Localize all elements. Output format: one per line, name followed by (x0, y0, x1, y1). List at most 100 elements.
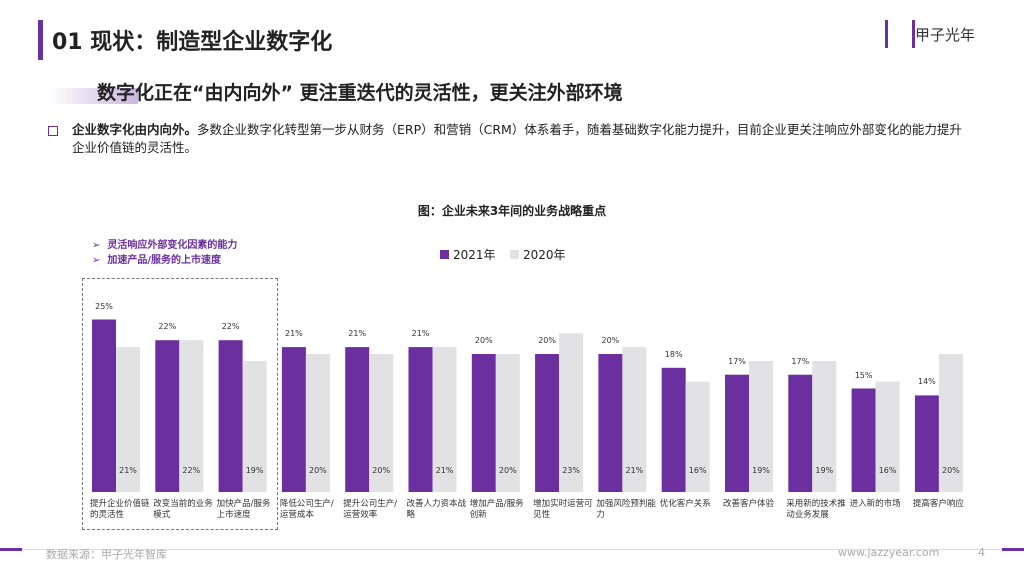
x-tick-label: 增加产品/服务创新 (469, 499, 524, 520)
value-label: 21% (411, 329, 430, 339)
x-tick-label: 增加实时运营可见性 (533, 499, 593, 520)
legend-label: 2020年 (523, 248, 566, 262)
x-tick-label: 提升企业价值链的灵活性 (90, 499, 150, 520)
logo-mark (885, 20, 915, 48)
bullet-lead: 企业数字化由内向外。 (72, 122, 198, 137)
bar (92, 319, 116, 492)
value-label: 15% (854, 370, 873, 380)
x-tick-label: 提高客户响应 (912, 499, 964, 509)
bar (788, 374, 813, 492)
headline: 数字化正在“由内向外” 更注重迭代的灵活性，更关注外部环境 (97, 82, 623, 104)
headline-band (48, 88, 138, 104)
legend-swatch (440, 250, 449, 259)
footer-accent (0, 548, 22, 551)
bar (116, 347, 140, 492)
x-tick-label: 进入新的市场 (849, 499, 901, 509)
x-tick-label: 降低公司生产/运营成本 (279, 499, 334, 520)
value-label: 21% (119, 466, 137, 475)
value-label: 16% (878, 466, 897, 475)
bar (305, 354, 330, 492)
bar (749, 360, 773, 492)
source: 数据来源：甲子光年智库 (46, 548, 167, 561)
value-label: 19% (815, 466, 834, 475)
bar (812, 360, 837, 492)
value-label: 18% (664, 349, 683, 359)
value-label: 22% (221, 322, 240, 332)
bullet-text: 企业数字化由内向外。多数企业数字化转型第一步从财务（ERP）和营销（CRM）体系… (72, 121, 972, 157)
value-label: 20% (498, 466, 517, 475)
page-number: 4 (978, 546, 985, 559)
bar (938, 354, 963, 492)
x-tick-label: 改善客户体验 (723, 499, 775, 509)
x-tick-label: 采用新的技术推动业务发展 (786, 499, 846, 520)
bar (408, 347, 433, 492)
chart-title: 图：企业未来3年间的业务战略重点 (417, 204, 607, 218)
bar (432, 347, 457, 492)
x-tick-label: 加强风险预判能力 (596, 499, 656, 520)
value-label: 21% (625, 466, 644, 475)
legend-swatch (510, 250, 519, 259)
bar (725, 374, 749, 492)
value-label: 22% (182, 466, 201, 475)
value-label: 19% (752, 466, 770, 475)
value-label: 22% (158, 322, 177, 332)
bar (685, 381, 710, 492)
value-label: 21% (348, 329, 367, 339)
bar (535, 354, 560, 492)
legend-item: 2020年 (510, 246, 566, 263)
value-label: 20% (538, 336, 556, 345)
logo: 甲子光年 (915, 26, 976, 44)
highlight-text: 灵活响应外部变化因素的能力 (107, 240, 238, 251)
bar (242, 360, 267, 492)
highlight-text: 加速产品/服务的上市速度 (107, 255, 221, 266)
bar (875, 381, 900, 492)
title-accent (38, 20, 43, 60)
bar (914, 395, 939, 492)
value-label: 20% (372, 466, 391, 475)
highlight: ➢ 加速产品/服务的上市速度 (92, 255, 221, 266)
x-tick-label: 加快产品/服务上市速度 (216, 499, 271, 520)
legend-label: 2021年 (453, 248, 496, 262)
value-label: 25% (95, 301, 113, 311)
footer-rule (22, 549, 1002, 550)
value-label: 21% (435, 466, 454, 475)
x-tick-label: 优化客户关系 (659, 499, 711, 509)
value-label: 14% (918, 377, 936, 387)
bar (851, 388, 876, 492)
bullet-body: 多数企业数字化转型第一步从财务（ERP）和营销（CRM）体系着手，随着基础数字化… (72, 122, 962, 155)
footer-accent (1002, 548, 1024, 551)
x-tick-label: 改变当前的业务模式 (153, 499, 213, 520)
value-label: 20% (942, 466, 960, 475)
value-label: 23% (562, 466, 580, 475)
bar (179, 340, 204, 492)
bar (155, 340, 180, 492)
bar (218, 340, 243, 492)
value-label: 20% (601, 336, 620, 345)
value-label: 20% (309, 466, 327, 475)
x-tick-label: 提升公司生产/运营效率 (343, 499, 398, 520)
bar (471, 354, 496, 492)
bullet-marker (48, 126, 58, 136)
legend-item: 2021年 (440, 246, 496, 263)
value-label: 17% (728, 356, 746, 366)
value-label: 17% (791, 356, 810, 366)
highlights: ➢ 灵活响应外部变化因素的能力 ➢ 加速产品/服务的上市速度 (92, 238, 237, 268)
x-tick-label: 改善人力资本战略 (406, 499, 467, 520)
bar (598, 354, 623, 492)
bar (622, 347, 647, 492)
slide-title: 01 现状：制造型企业数字化 (52, 30, 333, 55)
highlight-box (82, 278, 278, 530)
site: www.jazzyear.com (838, 546, 940, 559)
bar (281, 347, 306, 492)
value-label: 21% (285, 329, 303, 339)
bar (345, 347, 370, 492)
bar (495, 354, 520, 492)
bar (369, 354, 394, 492)
value-label: 16% (688, 466, 707, 475)
bar (661, 367, 686, 492)
highlight: ➢ 灵活响应外部变化因素的能力 (92, 240, 238, 251)
bar (559, 333, 584, 492)
value-label: 19% (245, 466, 264, 475)
